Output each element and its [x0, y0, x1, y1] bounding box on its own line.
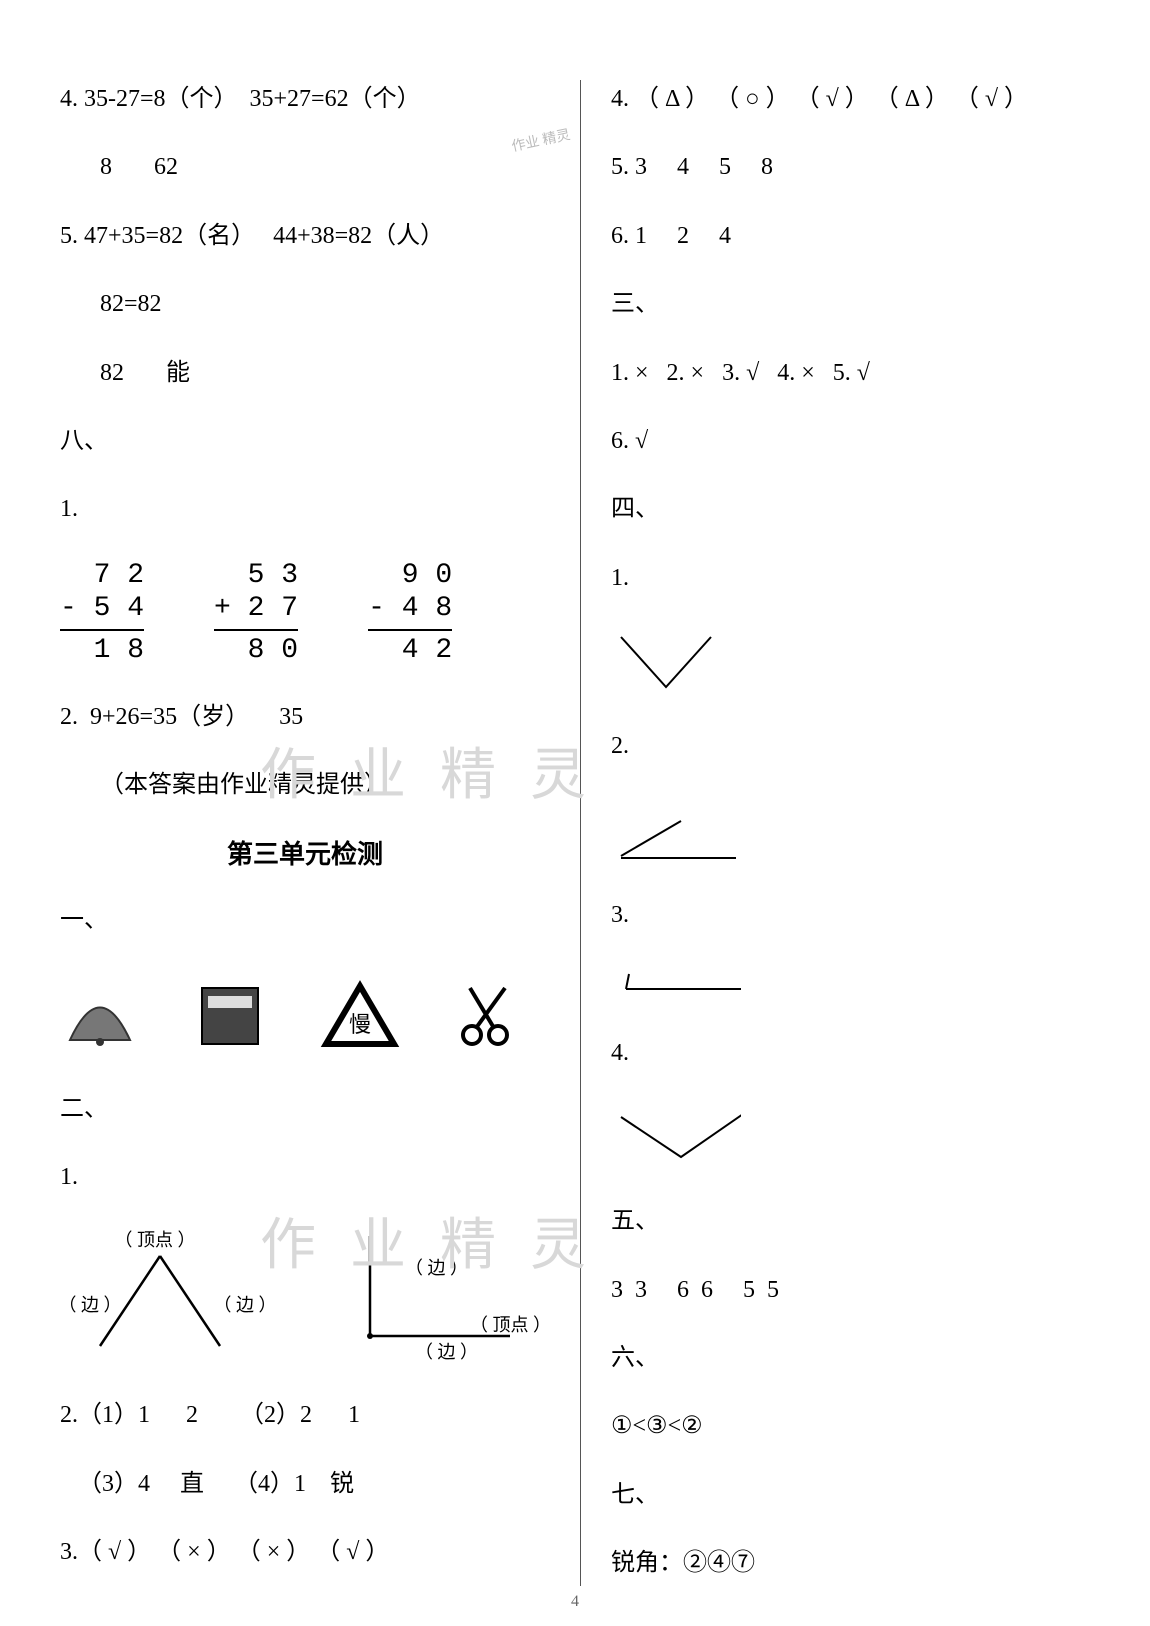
r-section-5-header: 五、	[611, 1202, 1090, 1240]
section-1-header: 一、	[60, 901, 550, 939]
vmath-op: -	[368, 593, 385, 624]
problem-4-line2: 8 62	[60, 148, 550, 186]
angle-diagram-2: （ 边 ） （ 顶点 ） （ 边 ）	[330, 1226, 550, 1366]
r-section-6-line: ①<③<②	[611, 1407, 1090, 1445]
r-problem-5: 5. 3 4 5 8	[611, 148, 1090, 186]
section-2-item2b: （3）4 直 （4）1 锐	[60, 1465, 550, 1503]
vmath-second: 5 4	[94, 593, 144, 624]
angle-shape-2	[611, 796, 741, 866]
problem-5-line1: 5. 47+35=82（名） 44+38=82（人）	[60, 217, 550, 255]
side-label: （ 边 ）	[60, 1295, 122, 1315]
r-section-3-line1: 1. × 2. × 3. √ 4. × 5. √	[611, 354, 1090, 392]
vmath-col-2: 5 3 + 2 7 8 0	[214, 559, 298, 668]
scissors-icon	[450, 980, 530, 1050]
angle-shape-1	[611, 627, 741, 697]
right-column: 4. （ Δ ） （ ○ ） （ √ ） （ Δ ） （ √ ） 5. 3 4 …	[581, 80, 1110, 1586]
r-section-3-header: 三、	[611, 285, 1090, 323]
angle-diagram-1: （ 顶点 ） （ 边 ） （ 边 ）	[60, 1226, 300, 1366]
fan-icon	[60, 980, 140, 1050]
section-8-header: 八、	[60, 422, 550, 460]
vmath-second: 4 8	[402, 593, 452, 624]
section-8-item1: 1.	[60, 490, 550, 528]
section-2-item1: 1.	[60, 1158, 550, 1196]
vertex-label: （ 顶点 ）	[115, 1230, 196, 1250]
vmath-op: +	[214, 593, 231, 624]
problem-5-line2: 82=82	[60, 285, 550, 323]
book-icon	[190, 980, 270, 1050]
vmath-col-3: 9 0 - 4 8 4 2	[368, 559, 452, 668]
vmath-result: 4 2	[402, 635, 452, 666]
section-2-item2a: 2.（1）1 2 （2）2 1	[60, 1396, 550, 1434]
vmath-second: 2 7	[248, 593, 298, 624]
vmath-col-1: 7 2 - 5 4 1 8	[60, 559, 144, 668]
r-section-4-item1: 1.	[611, 559, 1090, 597]
r-section-4-item3: 3.	[611, 896, 1090, 934]
vmath-top: 5 3	[248, 560, 298, 591]
angle-shape-3	[611, 964, 741, 1004]
r-section-4-header: 四、	[611, 490, 1090, 528]
vmath-top: 7 2	[94, 560, 144, 591]
credit-line: （本答案由作业精灵提供）	[60, 766, 550, 804]
r-section-7-line: 锐角：②④⑦	[611, 1544, 1090, 1582]
vmath-result: 1 8	[94, 635, 144, 666]
triangle-slow-icon: 慢	[320, 980, 400, 1050]
vertical-math-row: 7 2 - 5 4 1 8 5 3 + 2 7 8 0 9 0 - 4 8 4 …	[60, 559, 550, 668]
unit-title: 第三单元检测	[60, 834, 550, 871]
page-number: 4	[571, 1593, 579, 1611]
r-problem-6: 6. 1 2 4	[611, 217, 1090, 255]
svg-text:慢: 慢	[349, 1012, 371, 1037]
vmath-top: 9 0	[402, 560, 452, 591]
vmath-result: 8 0	[248, 635, 298, 666]
shape-icons-row: 慢	[60, 970, 550, 1060]
problem-4-line1: 4. 35-27=8（个） 35+27=62（个）	[60, 80, 550, 118]
section-2-item3: 3.（ √ ） （ × ） （ × ） （ √ ）	[60, 1533, 550, 1571]
r-section-5-line: 3 3 6 6 5 5	[611, 1271, 1090, 1309]
side-label: （ 边 ）	[405, 1258, 468, 1278]
angle-shape-4	[611, 1102, 741, 1172]
r-section-4-item4: 4.	[611, 1034, 1090, 1072]
side-label: （ 边 ）	[415, 1342, 478, 1362]
section-8-item2: 2. 9+26=35（岁） 35	[60, 698, 550, 736]
angle-diagrams: （ 顶点 ） （ 边 ） （ 边 ） （ 边 ） （ 顶点 ） （ 边 ）	[60, 1226, 550, 1366]
r-section-4-item2: 2.	[611, 727, 1090, 765]
r-section-7-header: 七、	[611, 1476, 1090, 1514]
r-section-6-header: 六、	[611, 1339, 1090, 1377]
r-problem-4: 4. （ Δ ） （ ○ ） （ √ ） （ Δ ） （ √ ）	[611, 80, 1090, 118]
section-2-header: 二、	[60, 1090, 550, 1128]
left-column: 4. 35-27=8（个） 35+27=62（个） 8 62 5. 47+35=…	[40, 80, 581, 1586]
problem-5-line3: 82 能	[60, 354, 550, 392]
vmath-op: -	[60, 593, 77, 624]
side-label: （ 边 ）	[214, 1295, 277, 1315]
vertex-label: （ 顶点 ）	[470, 1315, 550, 1335]
r-section-3-line2: 6. √	[611, 422, 1090, 460]
